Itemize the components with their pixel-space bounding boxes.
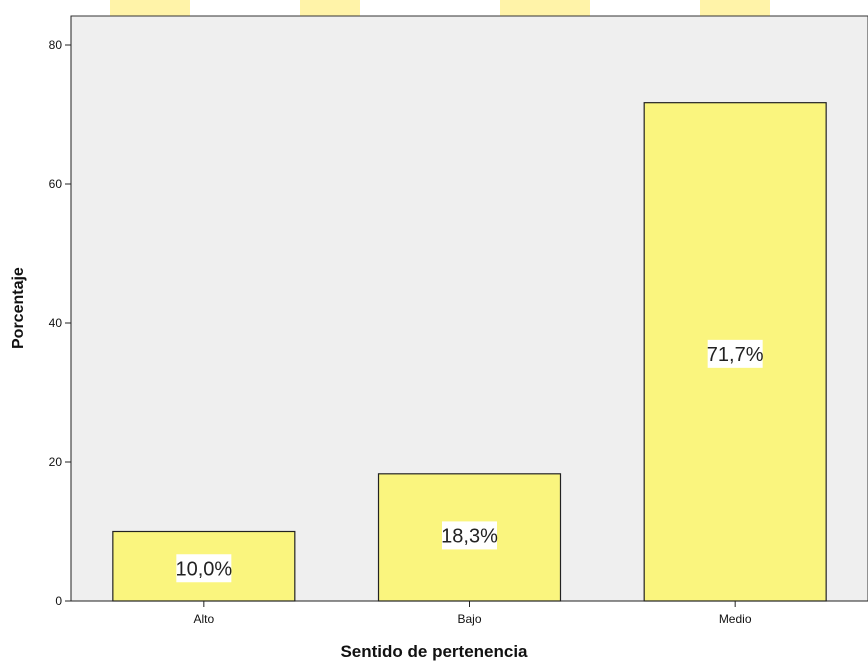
- x-tick-label: Bajo: [457, 612, 481, 626]
- bar-alto: [112, 530, 296, 602]
- y-tick-label: 20: [49, 455, 63, 469]
- y-axis-title: Porcentaje: [10, 267, 27, 350]
- y-tick-label: 80: [49, 38, 63, 52]
- x-tick-label: Medio: [719, 612, 752, 626]
- x-tick-label: Alto: [193, 612, 214, 626]
- data-label-box: [442, 521, 497, 550]
- data-label: 10,0%: [175, 558, 232, 580]
- data-label: 18,3%: [441, 525, 498, 547]
- data-label-box: [707, 339, 763, 368]
- x-axis: Alto Bajo Medio: [71, 600, 868, 626]
- y-axis: 0 20 40 60 80: [49, 16, 72, 608]
- data-labels: 10,0% 18,3% 71,7%: [175, 339, 764, 583]
- y-tick-label: 0: [55, 594, 62, 608]
- y-tick-label: 40: [49, 316, 63, 330]
- x-axis-title: Sentido de pertenencia: [340, 642, 528, 661]
- top-banner-decoration: [0, 0, 868, 16]
- data-label-box: [176, 554, 232, 583]
- data-label: 71,7%: [707, 344, 764, 366]
- y-tick-label: 60: [49, 177, 63, 191]
